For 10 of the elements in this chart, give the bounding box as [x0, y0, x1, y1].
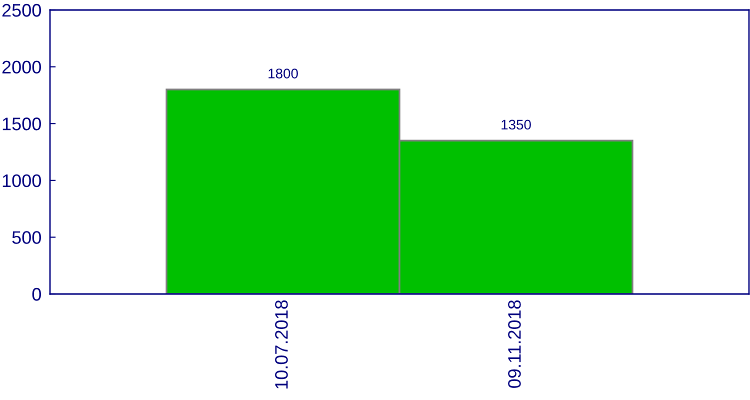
y-tick-label: 2000 [2, 60, 41, 74]
y-tick-label: 1500 [2, 118, 41, 130]
x-tick-label: 09.11.2018 [508, 300, 521, 388]
y-tick-label: 2500 [2, 4, 41, 17]
x-tick-label: 10.07.2018 [275, 300, 288, 389]
y-tick-label: 1000 [2, 174, 41, 188]
y-tick-label: 0 [32, 288, 41, 301]
data-label: 1800 [268, 68, 298, 78]
y-tick-label: 500 [12, 231, 41, 244]
data-label: 1350 [502, 120, 531, 130]
